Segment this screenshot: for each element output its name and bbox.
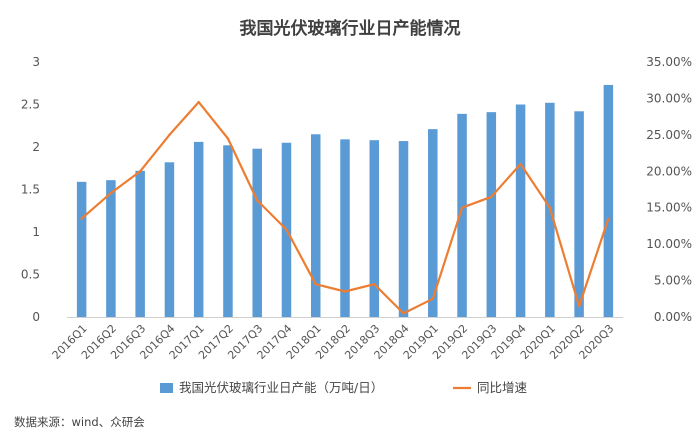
line-point: [109, 191, 113, 195]
y-left-tick-label: 2: [32, 140, 40, 154]
y-right-tick-label: 0.00%: [654, 310, 692, 324]
y-right-tick-label: 10.00%: [646, 237, 692, 251]
line-point: [373, 283, 376, 286]
line-point: [197, 100, 200, 104]
bar: [252, 148, 262, 317]
y-left-tick-label: 3: [32, 55, 40, 69]
line-point: [548, 206, 552, 209]
y-right-tick-label: 20.00%: [646, 164, 692, 178]
line-point: [519, 162, 522, 166]
y-right-tick-label: 35.00%: [646, 55, 692, 69]
line-point: [607, 217, 610, 220]
line-point: [80, 217, 83, 220]
chart-title: 我国光伏玻璃行业日产能情况: [239, 19, 461, 39]
line-point: [285, 228, 288, 231]
y-left-tick-label: 0: [32, 310, 40, 324]
y-left-tick-label: 1: [32, 225, 40, 239]
y-right-tick-label: 25.00%: [646, 128, 692, 142]
bar: [398, 141, 409, 317]
line-point: [460, 206, 464, 209]
legend-label-line: 同比增速: [477, 380, 528, 395]
bar: [310, 134, 321, 317]
bar: [106, 180, 116, 317]
y-right-tick-label: 15.00%: [646, 201, 692, 215]
y-left-tick-label: 1.5: [21, 183, 40, 197]
bar: [135, 170, 145, 317]
line-point: [577, 304, 581, 308]
legend-label-bar: 我国光伏玻璃行业日产能（万吨/日）: [179, 380, 383, 395]
y-right-tick-label: 5.00%: [654, 274, 692, 288]
line-point: [256, 199, 259, 202]
line-point: [314, 283, 317, 286]
line-point: [431, 297, 434, 300]
bar: [574, 111, 584, 317]
line-point: [168, 133, 171, 137]
bar: [457, 113, 467, 317]
line-point: [490, 195, 493, 198]
bar: [486, 112, 497, 318]
line-point: [402, 312, 405, 315]
bar: [428, 129, 438, 317]
legend-swatch-bar: [160, 383, 173, 393]
line-point: [343, 290, 347, 293]
line-point: [226, 137, 230, 140]
bar: [76, 181, 87, 317]
bar: [193, 141, 204, 317]
y-left-tick-label: 2.5: [21, 98, 40, 112]
bar: [164, 162, 175, 317]
y-right-tick-label: 30.00%: [646, 91, 692, 105]
bar: [603, 84, 614, 317]
bar: [515, 104, 526, 317]
bar: [340, 139, 350, 317]
bar: [223, 145, 233, 317]
y-left-tick-label: 0.5: [21, 268, 40, 282]
source-note: 数据来源：wind、众研会: [14, 415, 145, 429]
line-point: [138, 170, 142, 173]
bar: [369, 140, 380, 317]
